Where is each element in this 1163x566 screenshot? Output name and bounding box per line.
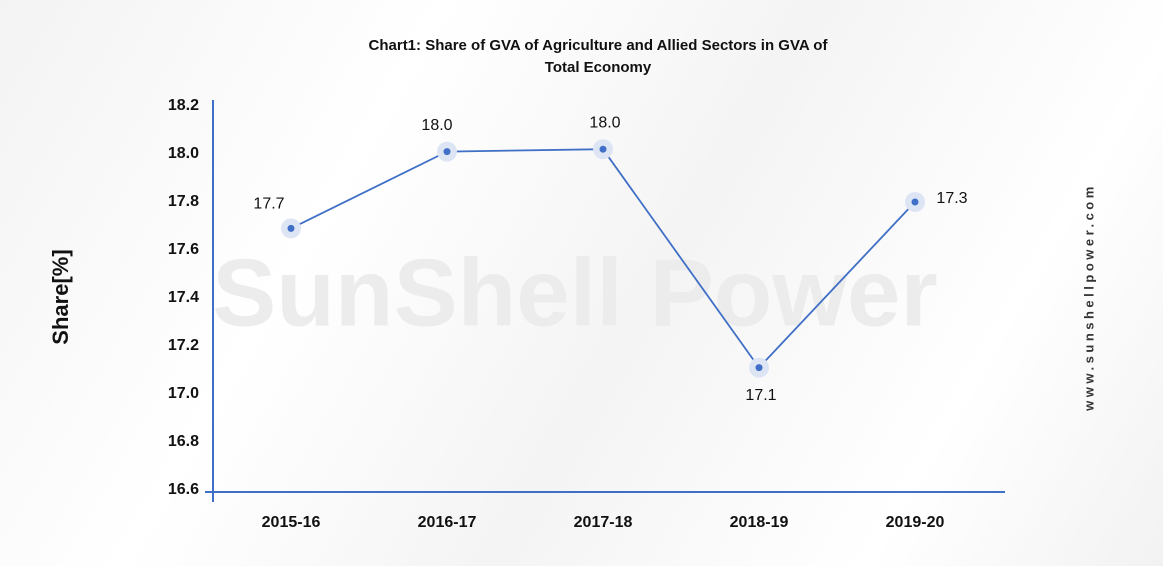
x-tick-label: 2017-18 [574, 514, 633, 531]
marker [755, 364, 763, 372]
marker [911, 198, 919, 206]
marker [599, 145, 607, 153]
annotation: 17.7 [253, 196, 284, 213]
y-tick-label: 18.0 [168, 145, 199, 162]
y-tick-label: 17.2 [168, 337, 199, 354]
y-tick-label: 17.0 [168, 385, 199, 402]
y-tick-label: 16.6 [168, 481, 199, 498]
y-tick-label: 17.4 [168, 289, 199, 306]
chart-title: Total Economy [545, 59, 652, 76]
x-tick-label: 2019-20 [886, 514, 945, 531]
chart-title: Chart1: Share of GVA of Agriculture and … [369, 37, 829, 54]
x-tick-label: 2015-16 [262, 514, 321, 531]
annotation: 18.0 [421, 117, 452, 134]
y-axis-label: Share[%] [48, 249, 73, 344]
x-tick-label: 2016-17 [418, 514, 477, 531]
x-tick-label: 2018-19 [730, 514, 789, 531]
annotation: 17.1 [745, 387, 776, 404]
annotation: 17.3 [936, 190, 967, 207]
y-tick-label: 17.8 [168, 193, 199, 210]
y-tick-label: 17.6 [168, 241, 199, 258]
y-tick-label: 18.2 [168, 97, 199, 114]
side-text: www.sunshellpower.com [1081, 183, 1096, 412]
marker [443, 148, 451, 156]
marker [287, 224, 295, 232]
watermark: SunShell Power [212, 239, 937, 346]
annotation: 18.0 [589, 114, 620, 131]
y-tick-label: 16.8 [168, 433, 199, 450]
